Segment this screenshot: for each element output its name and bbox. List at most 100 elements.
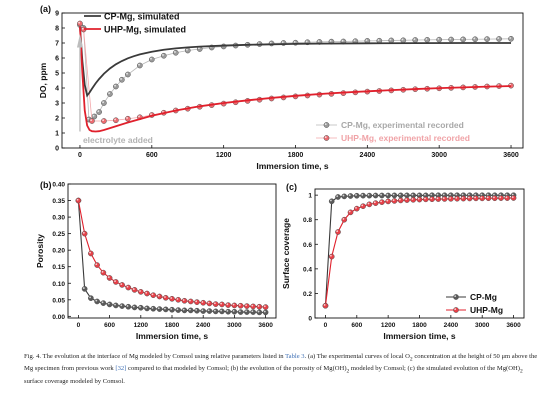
data-point [231, 302, 238, 309]
series-line-uhp [324, 197, 514, 306]
data-point [472, 36, 478, 43]
x-tick-label: 2400 [360, 152, 376, 159]
data-point [113, 83, 119, 90]
data-point [119, 76, 125, 83]
citation-link[interactable]: [32] [115, 365, 127, 373]
data-point [89, 118, 95, 124]
y-tick-label: 7 [55, 41, 59, 48]
data-point [388, 37, 395, 44]
data-point [237, 302, 244, 309]
caption-sub-oh-2: 2 [519, 368, 523, 375]
data-point [353, 192, 360, 199]
x-tick-label: 600 [104, 322, 115, 329]
y-tick-label: 0 [55, 146, 59, 153]
table-link[interactable]: Table 3 [285, 353, 305, 360]
data-point [491, 195, 498, 202]
data-point [400, 37, 407, 44]
x-tick-label: 1200 [381, 322, 396, 329]
y-axis-label: Porosity [35, 234, 45, 268]
panel-a: 0 600 1200 1800 2400 3000 3600 0 1 2 3 4 5 6 7 8 9 Immers… [38, 4, 524, 171]
data-point [200, 308, 207, 314]
x-tick-label: 3000 [475, 322, 490, 329]
legend-label-cp-exp: CP-Mg, experimental recorded [341, 120, 464, 130]
data-point [335, 194, 341, 200]
data-point [75, 197, 82, 204]
data-point [397, 197, 404, 204]
data-point [244, 303, 250, 309]
data-point [244, 309, 250, 315]
y-tick-label: 0.20 [52, 248, 65, 255]
data-point [150, 305, 157, 312]
figure-caption: Fig. 4. The evolution at the interface o… [24, 352, 539, 386]
data-point [328, 253, 335, 260]
series-line-cp-sim [79, 26, 512, 98]
data-point [125, 303, 132, 310]
data-point [391, 198, 398, 204]
data-point [162, 306, 169, 313]
data-point [125, 284, 132, 291]
data-point [347, 209, 354, 216]
y-tick-label: 3 [55, 101, 59, 108]
x-tick-label: 3000 [227, 322, 242, 329]
data-point [496, 36, 502, 42]
data-point [137, 304, 144, 311]
data-point [250, 303, 256, 310]
data-point [172, 49, 179, 56]
series-line-cp-exp [79, 24, 512, 121]
y-tick-label: 1 [55, 131, 59, 138]
data-point [366, 192, 373, 199]
data-point [106, 301, 113, 308]
data-point [125, 115, 131, 122]
x-axis-label: Immersion time, s [256, 161, 329, 171]
data-point [372, 192, 379, 199]
caption-part2: . (a) The experimental curves of local O [304, 353, 410, 360]
y-tick-label: 0.05 [52, 297, 65, 304]
data-point [88, 250, 94, 257]
data-point [100, 269, 107, 276]
legend-label-uhp-sim: UHP-Mg, simulated [104, 25, 186, 35]
data-point [88, 295, 94, 301]
x-tick-label: 2400 [196, 322, 211, 329]
data-point [137, 289, 144, 295]
panel-label: (a) [40, 4, 51, 14]
data-point [256, 309, 263, 316]
legend-marker-cp [453, 294, 459, 300]
data-point [219, 308, 225, 315]
data-point [148, 56, 155, 63]
x-tick-label: 3600 [258, 322, 273, 329]
x-tick-label: 3000 [431, 152, 447, 159]
data-point [231, 308, 238, 315]
data-point [206, 300, 213, 307]
panel-label: (b) [40, 180, 52, 190]
data-point [156, 293, 163, 300]
data-point [184, 47, 191, 54]
data-point [113, 117, 119, 124]
data-point [360, 203, 366, 210]
y-tick-label: 0.00 [52, 314, 65, 321]
data-point [107, 91, 113, 97]
data-point [187, 298, 194, 305]
x-axis-label: Immersion time, s [383, 331, 456, 341]
data-point [508, 35, 514, 42]
legend-c: CP-Mg UHP-Mg [446, 292, 503, 315]
data-point [366, 201, 373, 208]
data-point [479, 195, 486, 202]
x-tick-label: 600 [146, 152, 158, 159]
annotation-text: electrolyte added [83, 135, 153, 145]
x-axis-label: Immersion time, s [136, 331, 209, 341]
data-point [194, 307, 200, 314]
data-point [206, 308, 213, 314]
data-point [250, 309, 256, 315]
x-tick-label: 1800 [165, 322, 180, 329]
data-point [144, 305, 150, 312]
data-point [144, 290, 150, 297]
data-point [460, 36, 466, 43]
caption-sub-o2: 2 [409, 356, 413, 363]
data-point [81, 286, 88, 292]
data-point [175, 307, 182, 313]
x-tick-label: 1800 [412, 322, 427, 329]
data-point [181, 297, 188, 304]
y-tick-label: 0.30 [52, 215, 65, 222]
y-tick-label: 4 [55, 86, 59, 93]
